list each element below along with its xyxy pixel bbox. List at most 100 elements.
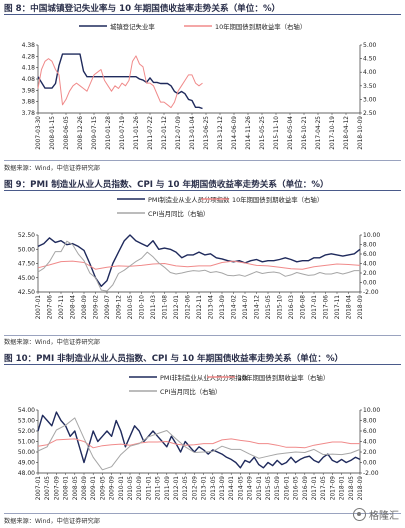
series-line-0 [37,411,361,469]
left-tick-label: 48.00 [18,470,35,477]
x-tick-label: 2014-05 [238,476,244,501]
x-tick-label: 2010-07-19 [120,116,126,150]
x-tick-label: 2016-09 [303,476,309,501]
x-tick-label: 2009-05 [100,476,106,501]
x-tick-label: 2017-05 [321,476,327,501]
right-tick-label: 0.00 [363,460,377,467]
watermark-text: 格隆汇 [369,511,399,522]
x-tick-label: 2018-04-12 [344,116,350,150]
x-tick-label: 2008-01 [64,476,70,501]
x-tick-label: 2013-01 [202,476,208,501]
x-tick-label: 2014-07 [243,295,249,320]
x-tick-label: 2009-01 [91,476,97,501]
x-tick-label: 2007-06 [48,295,54,320]
circle-logo-icon [353,508,366,521]
right-tick-label: 4.50 [363,56,377,63]
x-tick-label: 2011-03 [151,295,157,320]
x-tick-label: 2016-08 [301,295,307,320]
chart-pmi-manufacturing-cpi-bond-yield: 42.50 45.00 47.50 50.00 52.50 -2.00 0.00 2.00 4.… [18,195,381,320]
right-tick-label: -2.00 [363,289,379,296]
figure-8-rule [4,14,401,15]
legend-label: 10年期国债到期收益率（右轴） [238,373,329,382]
figure-10-source: 数据来源：Wind，中信证券研究部 [4,518,100,525]
figure-9-rule [4,190,401,191]
left-tick-label: 3.78 [22,110,36,117]
x-tick-label: 2011-08 [163,295,169,320]
x-tick-label: 2008-06-05 [64,116,70,150]
right-tick-label: 10.00 [363,407,380,414]
figure-8-title: 图 8：中国城镇登记失业率与 10 年期国债收益率走势关系（单位：%） [4,4,281,14]
x-tick-label: 2010-09 [137,476,143,501]
x-tick-label: 2014-06-09 [232,116,238,150]
x-tick-label: 2011-05 [156,476,162,501]
chart-pmi-nonmanufacturing-cpi-bond-yield: 48.00 49.00 50.00 51.00 52.00 53.00 54.00 -2.00… [18,373,381,501]
right-tick-label: 4.00 [363,261,377,268]
x-tick-label: 2009-07-15 [92,116,98,150]
x-tick-label: 2017-10-19 [330,116,336,150]
left-tick-label: 49.00 [18,460,35,467]
left-tick-label: 45.00 [18,275,35,282]
x-tick-label: 2015-09 [275,476,281,501]
right-tick-label: 8.00 [363,242,377,249]
x-tick-label: 2015-05 [266,295,272,320]
x-tick-label: 2011-01-26 [134,116,140,150]
legend-label: PMI非制造业从业人员分项指数 [160,373,249,382]
watermark: 格隆汇 [353,507,399,522]
x-tick-label: 2013-09 [220,295,226,320]
left-tick-label: 54.00 [18,407,35,414]
x-tick-label: 2007-01 [36,295,42,320]
legend-label: PMI制造业从业人员分项指数 [148,195,230,204]
x-tick-label: 2014-12 [255,295,261,320]
right-tick-label: 6.00 [363,251,377,258]
series-line-0 [37,53,203,110]
x-tick-label: 2010-10 [140,295,146,320]
x-tick-label: 2012-07-09 [176,116,182,150]
x-tick-label: 2018-01 [340,476,346,501]
left-tick-label: 52.50 [18,232,35,239]
series-line-0 [37,234,361,288]
x-tick-label: 2010-01 [119,476,125,501]
x-tick-label: 2017-01 [312,476,318,501]
x-tick-label: 2011-09 [165,476,171,501]
x-tick-label: 2012-06 [186,295,192,320]
x-tick-label: 2018-04 [347,295,353,320]
right-tick-label: 3.50 [363,83,377,90]
left-tick-label: 42.50 [18,289,35,296]
left-tick-label: 4.18 [22,65,36,72]
x-tick-label: 2007-11 [59,295,65,320]
x-tick-label: 2015-11-10 [274,116,280,150]
right-tick-label: 4.00 [363,439,377,446]
x-tick-label: 2010-01-28 [106,116,112,150]
x-tick-label: 2017-04-25 [316,116,322,150]
right-tick-label: 5.00 [363,42,377,49]
x-tick-label: 2011-07-22 [148,116,154,150]
right-tick-label: 8.00 [363,418,377,425]
x-tick-label: 2007-01 [36,476,42,501]
legend-label: CPI当月同比（右轴） [160,387,221,396]
x-tick-label: 2016-10-21 [302,116,308,150]
left-tick-label: 47.50 [18,261,35,268]
x-tick-label: 2012-01 [174,476,180,501]
right-tick-label: 2.00 [363,270,377,277]
right-tick-label: 2.50 [363,110,377,117]
x-tick-label: 2014-01 [229,476,235,501]
x-tick-label: 2009-02 [94,295,100,320]
figure-9-title: 图 9：PMI 制造业从业人员指数、CPI 与 10 年期国债收益率走势关系（单… [4,180,329,190]
x-tick-label: 2015-01 [257,476,263,501]
x-tick-label: 2009-07 [105,295,111,320]
right-tick-label: 0.00 [363,280,377,287]
x-tick-label: 2013-06-25 [204,116,210,150]
chart-unemployment-vs-bond-yield: 3.78 3.88 3.98 4.08 4.18 4.28 4.38 2.50 3.00 3.50… [22,22,377,150]
x-tick-label: 2017-06 [324,295,330,320]
x-tick-label: 2018-05 [349,476,355,501]
x-tick-label: 2014-02 [232,295,238,320]
right-tick-label: 4.00 [363,69,377,76]
x-tick-label: 2018-09 [358,295,364,320]
x-tick-label: 2017-09 [330,476,336,501]
right-tick-label: -2.00 [363,470,379,477]
right-tick-label: 2.00 [363,449,377,456]
series-line-1 [37,260,361,270]
x-tick-label: 2013-01-04 [190,116,196,150]
x-tick-label: 2017-01 [312,295,318,320]
left-tick-label: 4.08 [22,76,36,83]
